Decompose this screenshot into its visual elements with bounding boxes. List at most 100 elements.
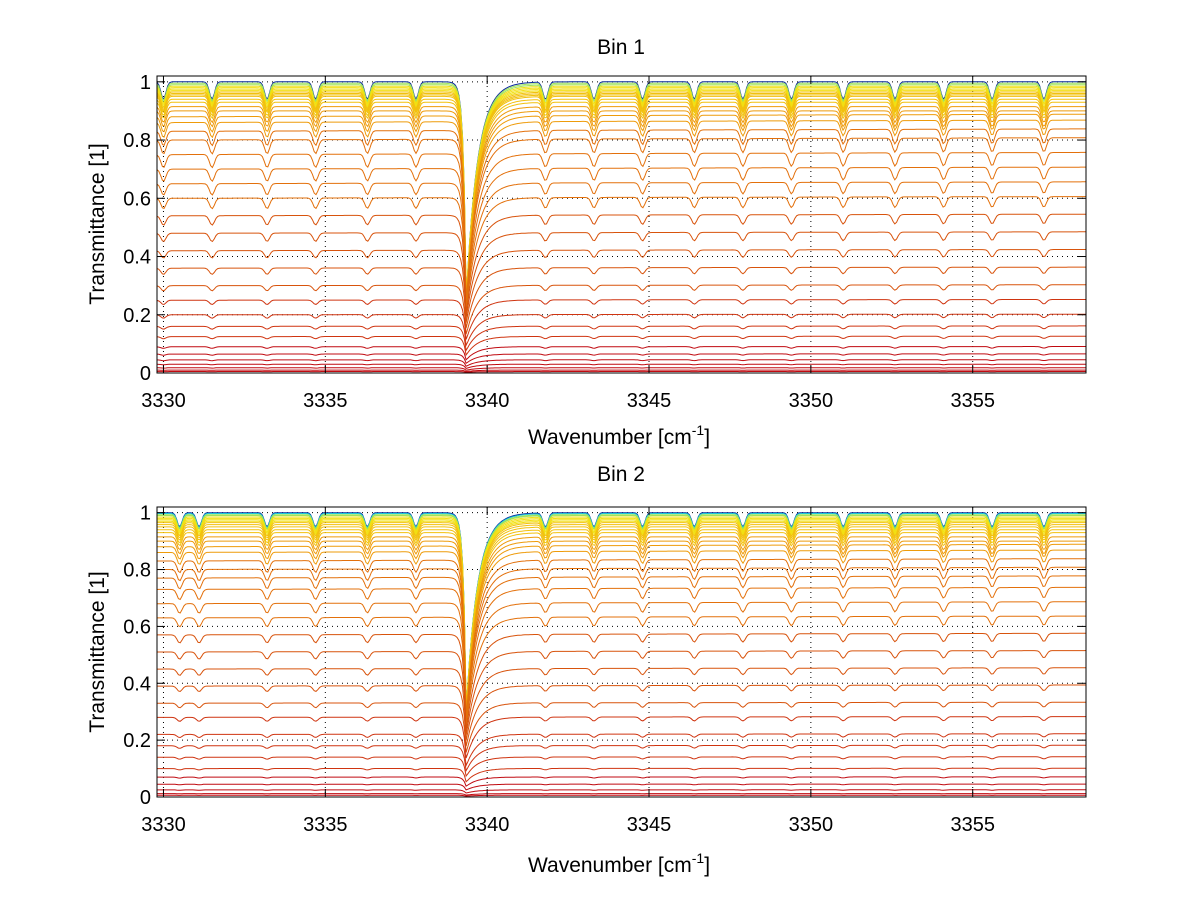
series-line (157, 793, 1086, 796)
series-line (156, 151, 1086, 305)
series-group (156, 512, 1087, 797)
series-line (156, 101, 1086, 302)
series-line (157, 601, 1086, 724)
series-line (157, 519, 1086, 710)
series-line (156, 98, 1086, 301)
series-line (157, 524, 1086, 712)
x-tick-label: 3335 (303, 814, 348, 836)
y-tick-label: 0.8 (123, 560, 151, 582)
x-tick-label: 3355 (950, 390, 995, 412)
series-line (157, 575, 1086, 720)
x-axis-label: Wavenumber [cm-1] (528, 850, 710, 877)
y-tick-label: 0 (140, 787, 151, 809)
ticks: 3330 3335 3340 3345 3350 3355 0 0.2 0.4 0.6 0.8 1 (123, 503, 1086, 836)
series-line (156, 346, 1086, 361)
axes-frame (156, 75, 1087, 374)
series-line (157, 684, 1086, 747)
series-line (156, 733, 1086, 768)
x-axis-label: Wavenumber [cm-1] (528, 422, 710, 449)
series-line (156, 106, 1086, 303)
series-line (157, 632, 1086, 731)
y-axis-label: Transmittance [1] (86, 143, 109, 304)
series-line (156, 363, 1086, 369)
series-line (157, 716, 1086, 759)
x-tick-label: 3345 (627, 390, 672, 412)
y-tick-label: 0.4 (123, 673, 151, 695)
series-line (157, 536, 1086, 716)
series-line (157, 783, 1086, 791)
series-line (157, 522, 1086, 711)
series-line (157, 520, 1086, 711)
series-line (157, 532, 1086, 714)
series-line (157, 516, 1086, 709)
series-line (156, 113, 1086, 303)
series-line (157, 615, 1086, 727)
series-line (156, 137, 1086, 304)
ticks: 3330 3335 3340 3345 3350 3355 0 0.2 0.4 0.6 0.8 1 (123, 72, 1086, 412)
series-line (157, 744, 1086, 773)
series-line (156, 196, 1087, 311)
x-tick-label: 3340 (465, 814, 510, 836)
series-line (156, 110, 1086, 304)
y-tick-label: 1 (140, 72, 151, 94)
y-tick-label: 0 (140, 363, 151, 385)
series-line (157, 756, 1086, 778)
series-line (157, 776, 1086, 787)
series-line (157, 549, 1086, 717)
series-line (156, 128, 1086, 303)
chart-title: Bin 1 (597, 36, 645, 59)
series-line (157, 367, 1086, 371)
series-line (157, 517, 1086, 710)
series-line (156, 249, 1086, 323)
series-line (156, 586, 1086, 722)
x-tick-label: 3330 (141, 814, 186, 836)
series-line (157, 650, 1087, 736)
series-line (157, 369, 1086, 373)
series-line (156, 231, 1086, 319)
y-tick-label: 1 (140, 503, 151, 525)
series-line (156, 95, 1086, 300)
x-tick-label: 3350 (789, 814, 834, 836)
x-tick-label: 3340 (465, 390, 510, 412)
series-line (156, 119, 1086, 303)
x-tick-label: 3345 (627, 814, 672, 836)
series-line (156, 299, 1086, 340)
chart-title: Bin 2 (597, 463, 645, 486)
series-line (157, 701, 1086, 753)
series-line (157, 543, 1086, 717)
axes-frame (156, 506, 1087, 798)
series-line (156, 266, 1086, 329)
series-group (156, 81, 1087, 373)
series-line (156, 359, 1086, 367)
series-line (156, 284, 1086, 335)
y-tick-label: 0.6 (123, 616, 151, 638)
x-tick-label: 3330 (141, 390, 186, 412)
y-tick-label: 0.2 (123, 305, 151, 327)
y-tick-label: 0.4 (123, 247, 151, 269)
series-line (156, 313, 1086, 348)
series-line (156, 166, 1086, 307)
series-line (157, 514, 1086, 709)
series-line (157, 794, 1086, 797)
series-line (156, 213, 1086, 315)
y-tick-label: 0.8 (123, 130, 151, 152)
series-line (157, 558, 1086, 718)
x-tick-label: 3355 (950, 814, 995, 836)
chart-panel-bin-2: Bin 2 3330 3335 3340 3345 3350 3355 0 0.2 0.4 0.6… (86, 463, 1087, 877)
series-line (157, 540, 1086, 717)
series-line (157, 767, 1086, 783)
series-line (156, 353, 1086, 365)
series-line (156, 335, 1086, 357)
x-tick-label: 3335 (303, 390, 348, 412)
y-axis-label: Transmittance [1] (86, 571, 109, 732)
series-line (157, 526, 1086, 712)
series-line (156, 181, 1086, 309)
series-line (157, 667, 1086, 741)
y-tick-label: 0.2 (123, 730, 151, 752)
series-line (156, 371, 1086, 373)
chart-panel-bin-1: Bin 1 3330 3335 3340 3345 3350 3355 0 0.2 0.4 0.6… (86, 36, 1087, 449)
y-tick-label: 0.6 (123, 188, 151, 210)
series-line (157, 529, 1086, 713)
series-line (157, 566, 1086, 719)
